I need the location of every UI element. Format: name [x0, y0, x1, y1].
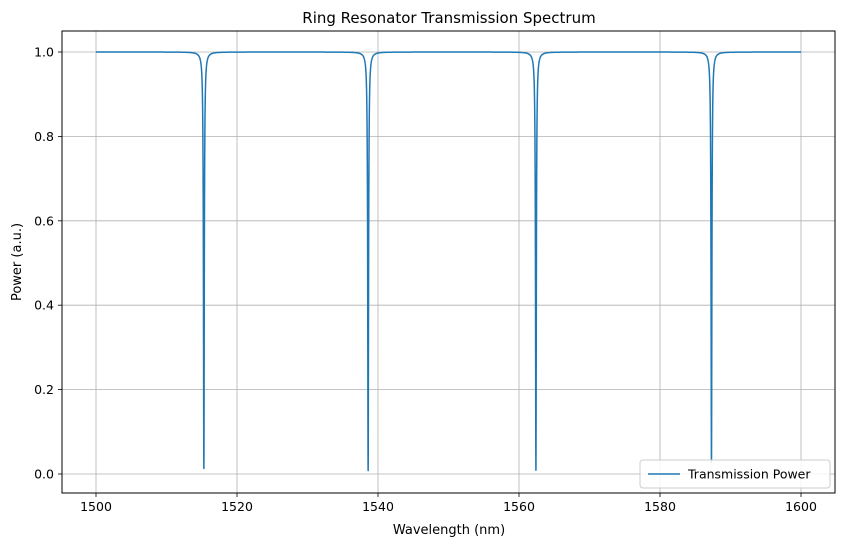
x-tick-label: 1580 [644, 499, 676, 514]
x-tick-label: 1560 [503, 499, 535, 514]
x-tick-label: 1520 [221, 499, 253, 514]
y-tick-label: 0.6 [34, 213, 54, 228]
chart-title: Ring Resonator Transmission Spectrum [302, 9, 595, 27]
legend-box [639, 459, 831, 489]
series-layer [95, 51, 802, 472]
y-axis-label: Power (a.u.) [10, 223, 25, 301]
y-tick-label: 0.0 [34, 467, 54, 482]
y-tick-label: 0.8 [34, 129, 54, 144]
plot-frame [61, 30, 836, 494]
x-tick-label: 1600 [785, 499, 817, 514]
x-tick-label: 1500 [80, 499, 112, 514]
y-tick-label: 0.2 [34, 382, 54, 397]
x-axis-label: Wavelength (nm) [393, 523, 505, 538]
legend-label: Transmission Power [687, 467, 811, 482]
x-tick-label: 1540 [362, 499, 394, 514]
tick-layer: 1500 1520 1540 1560 1580 1600 0.0 0.2 0.4 0.6 0.8 1… [34, 45, 817, 515]
legend: Transmission Power [639, 459, 831, 489]
series-line-transmission-power [95, 51, 802, 472]
y-tick-label: 0.4 [34, 298, 54, 313]
y-tick-label: 1.0 [34, 45, 54, 60]
